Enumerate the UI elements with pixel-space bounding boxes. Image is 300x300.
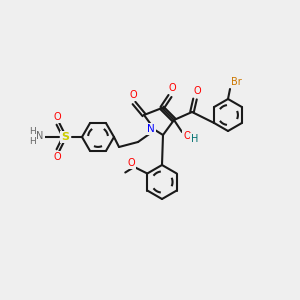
Text: N: N [147, 124, 155, 134]
Text: O: O [129, 90, 137, 100]
Text: O: O [53, 112, 61, 122]
Text: O: O [193, 86, 201, 96]
Text: O: O [128, 158, 135, 167]
Text: S: S [61, 132, 69, 142]
Text: N: N [36, 131, 44, 141]
Text: Br: Br [231, 77, 242, 87]
Text: O: O [168, 83, 176, 93]
Text: O: O [53, 152, 61, 162]
Text: O: O [183, 131, 191, 141]
Text: H: H [28, 137, 35, 146]
Text: H: H [191, 134, 199, 144]
Text: H: H [28, 128, 35, 136]
